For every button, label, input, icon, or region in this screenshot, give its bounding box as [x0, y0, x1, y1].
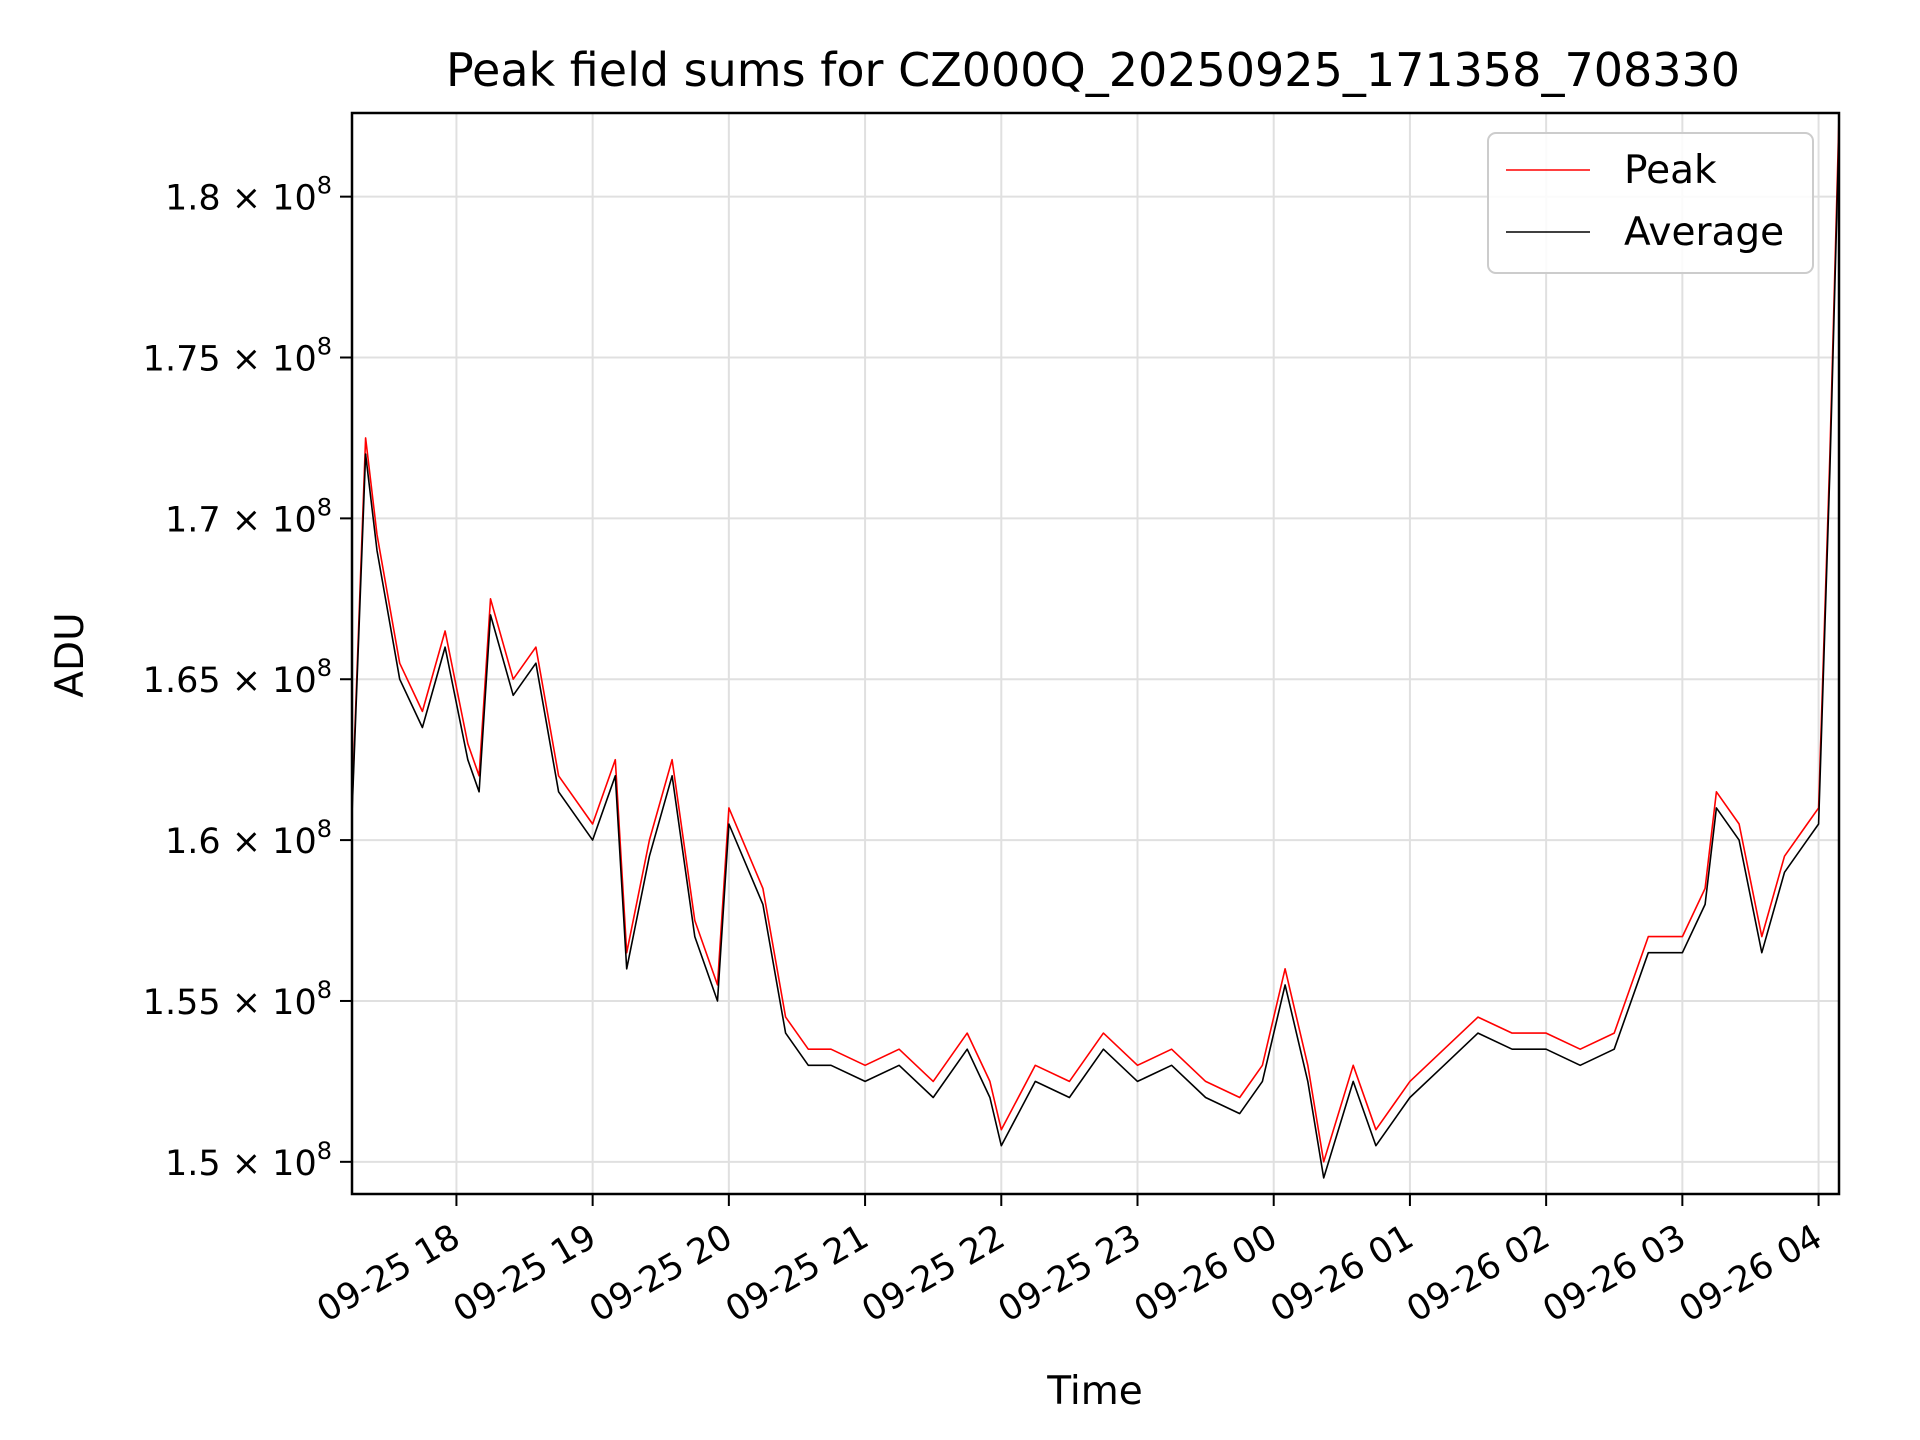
- x-tick-label: 09-26 02: [1400, 1217, 1556, 1330]
- x-tick-label: 09-25 19: [447, 1217, 603, 1330]
- y-axis-label: ADU: [48, 612, 93, 697]
- chart-title: Peak field sums for CZ000Q_20250925_1713…: [446, 43, 1740, 97]
- x-tick-label: 09-26 00: [1128, 1217, 1284, 1330]
- legend-box: [1487, 132, 1814, 274]
- x-tick-label: 09-26 03: [1537, 1217, 1693, 1330]
- legend-label: Peak: [1624, 148, 1717, 193]
- grid-lines: [352, 113, 1839, 1194]
- x-tick-label: 09-26 04: [1673, 1217, 1829, 1330]
- x-tick-label: 09-25 18: [311, 1217, 467, 1330]
- series-line-peak: [351, 116, 1840, 1163]
- y-tick-label: 1.7 × 108: [165, 493, 332, 540]
- y-tick-label: 1.75 × 108: [143, 333, 332, 380]
- x-axis-label: Time: [1046, 1369, 1142, 1414]
- series-group: [351, 116, 1840, 1179]
- y-axis-ticks: 1.5 × 108 1.55 × 108 1.6 × 108 1.65 × 108 1.…: [143, 172, 352, 1184]
- legend-label: Average: [1624, 210, 1784, 255]
- x-tick-label: 09-26 01: [1264, 1217, 1420, 1330]
- y-tick-label: 1.55 × 108: [143, 976, 332, 1023]
- y-tick-label: 1.8 × 108: [165, 172, 332, 219]
- plot-frame: [350, 111, 1841, 1196]
- y-tick-label: 1.6 × 108: [165, 815, 332, 862]
- x-tick-label: 09-25 21: [719, 1217, 875, 1330]
- y-tick-label: 1.5 × 108: [165, 1137, 332, 1184]
- legend: Peak Average: [1487, 132, 1814, 274]
- series-line-average: [351, 132, 1840, 1179]
- y-tick-label: 1.65 × 108: [143, 654, 332, 701]
- x-tick-label: 09-25 22: [855, 1217, 1011, 1330]
- x-tick-label: 09-25 23: [992, 1217, 1148, 1330]
- x-tick-label: 09-25 20: [583, 1217, 739, 1330]
